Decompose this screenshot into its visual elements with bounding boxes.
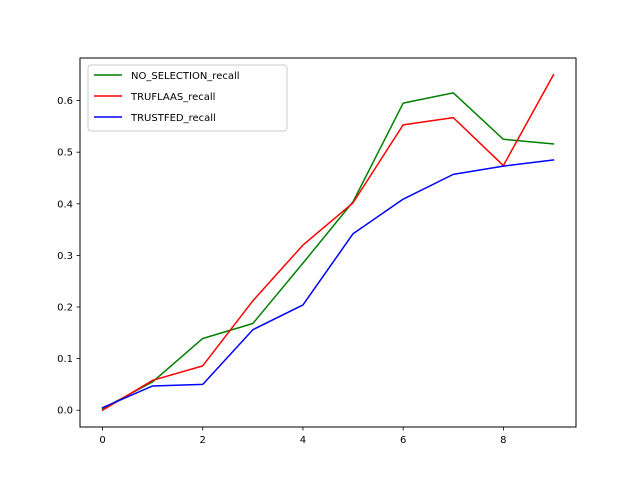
- series-line-no-selection-recall: [101, 92, 555, 410]
- x-tick-label: 0: [99, 435, 105, 446]
- plot-area: 0 2 4 6 8 0.0 0.1 0.2 0.3 0.4 0.5 0.6: [57, 57, 577, 446]
- y-tick-label: 0.2: [57, 303, 73, 314]
- y-tick-label: 0.4: [57, 199, 73, 210]
- y-tick-label: 0.6: [57, 96, 73, 107]
- x-tick-label: 2: [200, 435, 206, 446]
- x-axis: 0 2 4 6 8: [99, 427, 507, 446]
- legend-box: [87, 64, 288, 132]
- y-axis: 0.0 0.1 0.2 0.3 0.4 0.5 0.6: [57, 96, 80, 417]
- series-line-truflaas-recall: [101, 73, 555, 412]
- y-tick-label: 0.0: [57, 406, 73, 417]
- y-tick-label: 0.5: [57, 148, 73, 159]
- x-tick-label: 8: [500, 435, 506, 446]
- legend-label: NO_SELECTION_recall: [131, 71, 240, 82]
- y-tick-label: 0.3: [57, 251, 73, 262]
- legend-label: TRUFLAAS_recall: [130, 92, 215, 103]
- legend: NO_SELECTION_recall TRUFLAAS_recall TRUSTF…: [87, 64, 288, 132]
- x-tick-label: 6: [400, 435, 406, 446]
- x-tick-label: 4: [300, 435, 306, 446]
- legend-label: TRUSTFED_recall: [130, 113, 216, 124]
- series-layer: [101, 73, 555, 412]
- y-tick-label: 0.1: [57, 354, 73, 365]
- axes-frame: [79, 57, 577, 428]
- series-line-trustfed-recall: [101, 159, 555, 409]
